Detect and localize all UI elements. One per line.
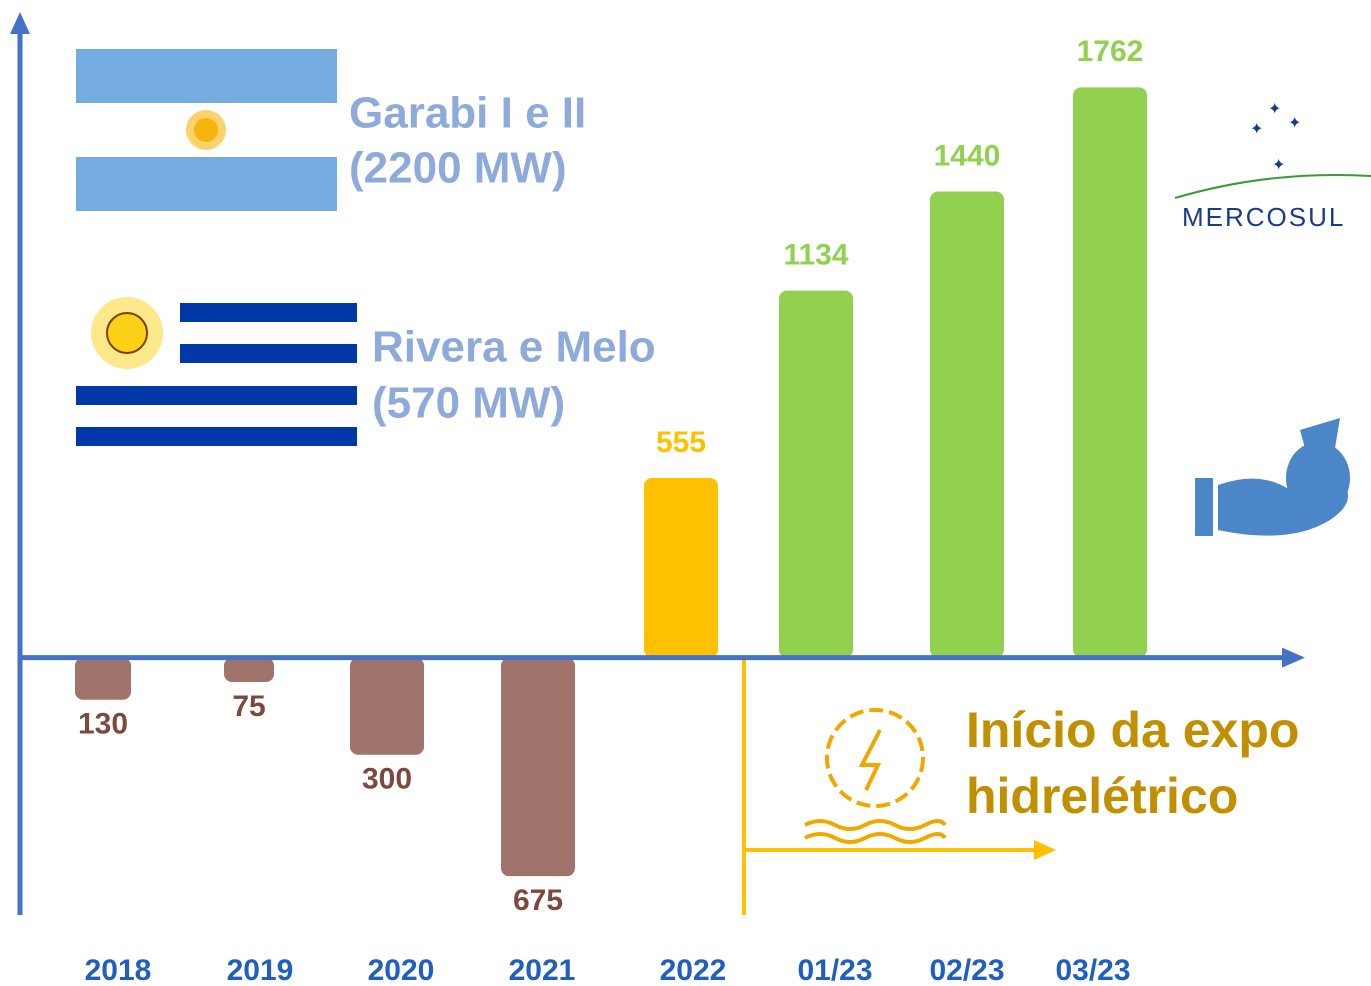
svg-text:✦: ✦: [1250, 121, 1263, 138]
x-tick-label: 2020: [368, 954, 435, 986]
money-icon: [1195, 418, 1350, 536]
annotation: (570 MW): [372, 379, 565, 428]
bar: [930, 191, 1004, 658]
bar: [350, 657, 424, 755]
arrow-head: [1034, 840, 1056, 860]
bar: [75, 657, 131, 700]
y-axis-arrow: [10, 12, 30, 34]
annotation: (2200 MW): [349, 144, 567, 193]
data-label: 675: [513, 884, 563, 917]
svg-text:✦: ✦: [1272, 157, 1285, 174]
data-label: 75: [232, 690, 265, 723]
data-label: 1134: [783, 239, 848, 272]
data-label: 1762: [1077, 35, 1144, 68]
data-label: 555: [656, 426, 706, 459]
data-label: 130: [78, 708, 128, 741]
annotation: Garabi I e II: [349, 89, 586, 138]
x-tick-label: 02/23: [929, 954, 1004, 986]
annotation: Início da expo: [966, 702, 1299, 758]
x-tick-label: 2019: [227, 954, 294, 986]
bar: [779, 290, 853, 658]
x-tick-label: 2018: [85, 954, 152, 986]
bar: [224, 657, 274, 682]
argentina-flag: [76, 49, 337, 211]
hydro-icon: [804, 708, 947, 844]
svg-text:✦: ✦: [1268, 101, 1281, 118]
bar: [644, 478, 718, 658]
bar: [501, 657, 575, 877]
x-tick-label: 2022: [660, 954, 727, 986]
uruguay-flag: [76, 297, 357, 446]
x-axis-arrow: [1282, 647, 1305, 668]
annotation: Rivera e Melo: [372, 323, 656, 372]
svg-text:✦: ✦: [1288, 115, 1301, 132]
annotation: hidrelétrico: [966, 768, 1238, 824]
data-label: 300: [362, 763, 412, 796]
x-tick-label: 01/23: [797, 954, 872, 986]
data-label: 1440: [934, 139, 1001, 172]
x-tick-label: 2021: [509, 954, 576, 986]
annotation: MERCOSUL: [1182, 202, 1345, 232]
bar: [1073, 87, 1147, 658]
x-tick-label: 03/23: [1055, 954, 1130, 986]
mercosul-logo: ✦ ✦ ✦ ✦: [1174, 101, 1371, 199]
